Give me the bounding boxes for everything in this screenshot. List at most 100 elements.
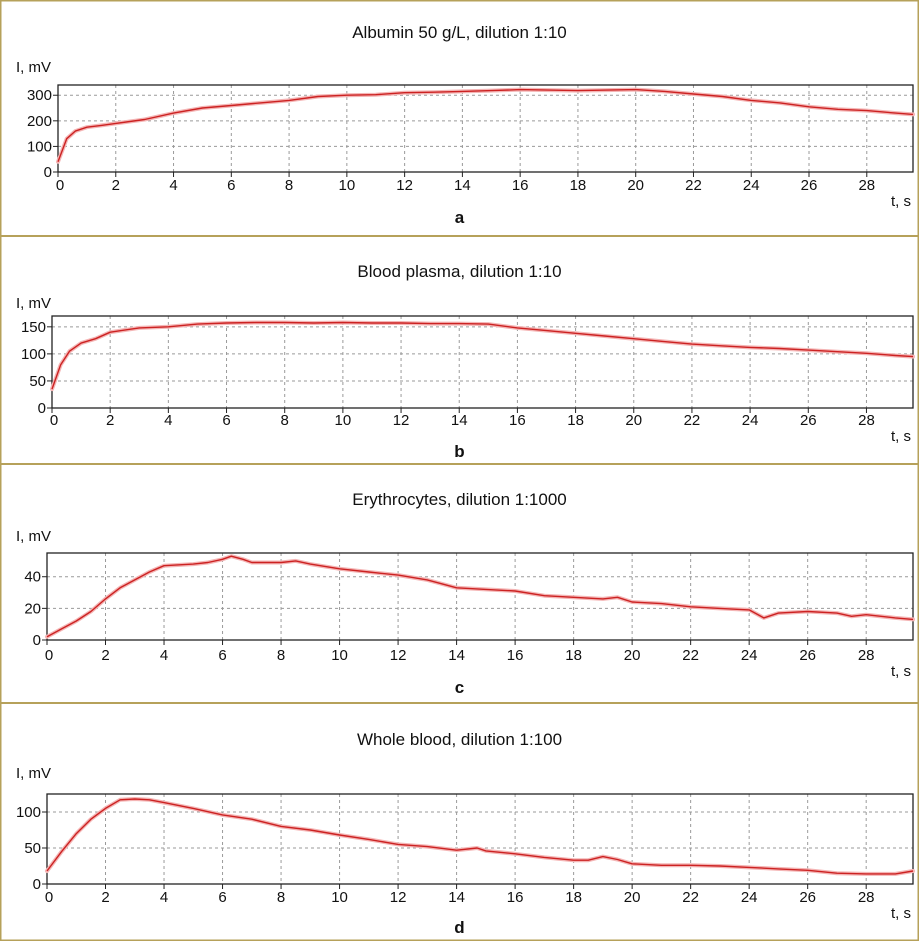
x-tick-label: 16 xyxy=(509,412,526,429)
panel-label: c xyxy=(455,678,464,697)
x-tick-label: 6 xyxy=(227,177,235,194)
chart-title: Blood plasma, dilution 1:10 xyxy=(357,262,561,281)
x-tick-label: 14 xyxy=(448,889,465,906)
panel-label: d xyxy=(454,918,464,937)
plot-border xyxy=(57,84,914,173)
y-tick-label: 300 xyxy=(27,87,52,104)
x-tick-label: 18 xyxy=(567,412,584,429)
series-line xyxy=(46,555,914,638)
x-tick-label: 2 xyxy=(101,647,109,664)
x-tick-label: 14 xyxy=(448,647,465,664)
y-tick-label: 0 xyxy=(33,632,41,649)
y-axis-label: I, mV xyxy=(16,765,51,782)
x-tick-label: 8 xyxy=(277,889,285,906)
y-tick-label: 100 xyxy=(27,138,52,155)
plot-border xyxy=(46,793,914,885)
x-tick-label: 26 xyxy=(801,177,818,194)
y-tick-label: 200 xyxy=(27,113,52,130)
panel-label: a xyxy=(455,208,465,227)
x-tick-label: 6 xyxy=(218,647,226,664)
x-tick-label: 22 xyxy=(682,889,699,906)
x-tick-label: 4 xyxy=(160,647,168,664)
chart-panel-a: Albumin 50 g/L, dilution 1:10I, mV0 2 4 6 8 1… xyxy=(16,23,915,227)
series-line xyxy=(57,88,914,163)
x-tick-label: 28 xyxy=(858,889,875,906)
series-line xyxy=(46,798,914,875)
plot-area xyxy=(47,553,913,640)
x-tick-label: 22 xyxy=(684,412,701,429)
x-tick-label: 20 xyxy=(627,177,644,194)
x-tick-label: 10 xyxy=(331,647,348,664)
y-axis-label: I, mV xyxy=(16,295,51,312)
x-tick-label: 2 xyxy=(106,412,114,429)
x-tick-label: 6 xyxy=(218,889,226,906)
x-tick-label: 14 xyxy=(454,177,471,194)
x-tick-label: 26 xyxy=(799,889,816,906)
x-axis-label: t, s xyxy=(891,193,911,210)
y-axis-label: I, mV xyxy=(16,528,51,545)
x-tick-label: 24 xyxy=(742,412,759,429)
y-tick-label: 40 xyxy=(24,569,41,586)
chart-title: Erythrocytes, dilution 1:1000 xyxy=(352,490,567,509)
x-tick-label: 28 xyxy=(858,647,875,664)
x-tick-label: 28 xyxy=(858,177,875,194)
x-axis-label: t, s xyxy=(891,663,911,680)
x-tick-label: 0 xyxy=(50,412,58,429)
x-tick-label: 12 xyxy=(393,412,410,429)
x-tick-label: 4 xyxy=(160,889,168,906)
y-tick-label: 0 xyxy=(38,400,46,417)
x-tick-label: 0 xyxy=(56,177,64,194)
y-tick-label: 0 xyxy=(44,164,52,181)
x-tick-label: 16 xyxy=(507,889,524,906)
y-tick-label: 100 xyxy=(16,804,41,821)
x-tick-label: 20 xyxy=(625,412,642,429)
chart-title: Whole blood, dilution 1:100 xyxy=(357,730,562,749)
x-tick-label: 4 xyxy=(164,412,172,429)
x-tick-label: 2 xyxy=(101,889,109,906)
x-tick-label: 2 xyxy=(112,177,120,194)
x-tick-label: 28 xyxy=(858,412,875,429)
x-tick-label: 26 xyxy=(799,647,816,664)
x-tick-label: 14 xyxy=(451,412,468,429)
plot-area xyxy=(58,85,913,172)
x-tick-label: 4 xyxy=(169,177,177,194)
chart-panel-b: Blood plasma, dilution 1:10I, mV0 2 4 6 8 10 1… xyxy=(16,262,915,461)
y-tick-label: 20 xyxy=(24,600,41,617)
x-tick-label: 8 xyxy=(281,412,289,429)
x-tick-label: 12 xyxy=(390,647,407,664)
x-tick-label: 0 xyxy=(45,647,53,664)
y-tick-label: 100 xyxy=(21,346,46,363)
y-tick-label: 150 xyxy=(21,319,46,336)
x-tick-label: 20 xyxy=(624,647,641,664)
y-axis-label: I, mV xyxy=(16,59,51,76)
x-tick-label: 24 xyxy=(743,177,760,194)
x-tick-label: 18 xyxy=(570,177,587,194)
y-tick-label: 50 xyxy=(24,840,41,857)
x-tick-label: 10 xyxy=(331,889,348,906)
x-tick-label: 20 xyxy=(624,889,641,906)
x-tick-label: 12 xyxy=(396,177,413,194)
series-line xyxy=(51,321,914,390)
x-tick-label: 18 xyxy=(565,647,582,664)
x-tick-label: 22 xyxy=(682,647,699,664)
x-tick-label: 0 xyxy=(45,889,53,906)
plot-border xyxy=(46,552,914,641)
x-tick-label: 22 xyxy=(685,177,702,194)
x-tick-label: 26 xyxy=(800,412,817,429)
x-tick-label: 10 xyxy=(339,177,356,194)
x-tick-label: 10 xyxy=(335,412,352,429)
x-tick-label: 24 xyxy=(741,647,758,664)
x-tick-label: 12 xyxy=(390,889,407,906)
x-tick-label: 16 xyxy=(512,177,529,194)
y-tick-label: 50 xyxy=(29,373,46,390)
chart-panel-d: Whole blood, dilution 1:100 I, mV 0 2 4 6 8 10 1… xyxy=(16,730,915,937)
plot-border xyxy=(51,315,914,409)
x-tick-label: 8 xyxy=(277,647,285,664)
x-tick-label: 16 xyxy=(507,647,524,664)
panel-label: b xyxy=(454,442,464,461)
chart-title: Albumin 50 g/L, dilution 1:10 xyxy=(352,23,567,42)
x-tick-label: 8 xyxy=(285,177,293,194)
y-tick-label: 0 xyxy=(33,876,41,893)
